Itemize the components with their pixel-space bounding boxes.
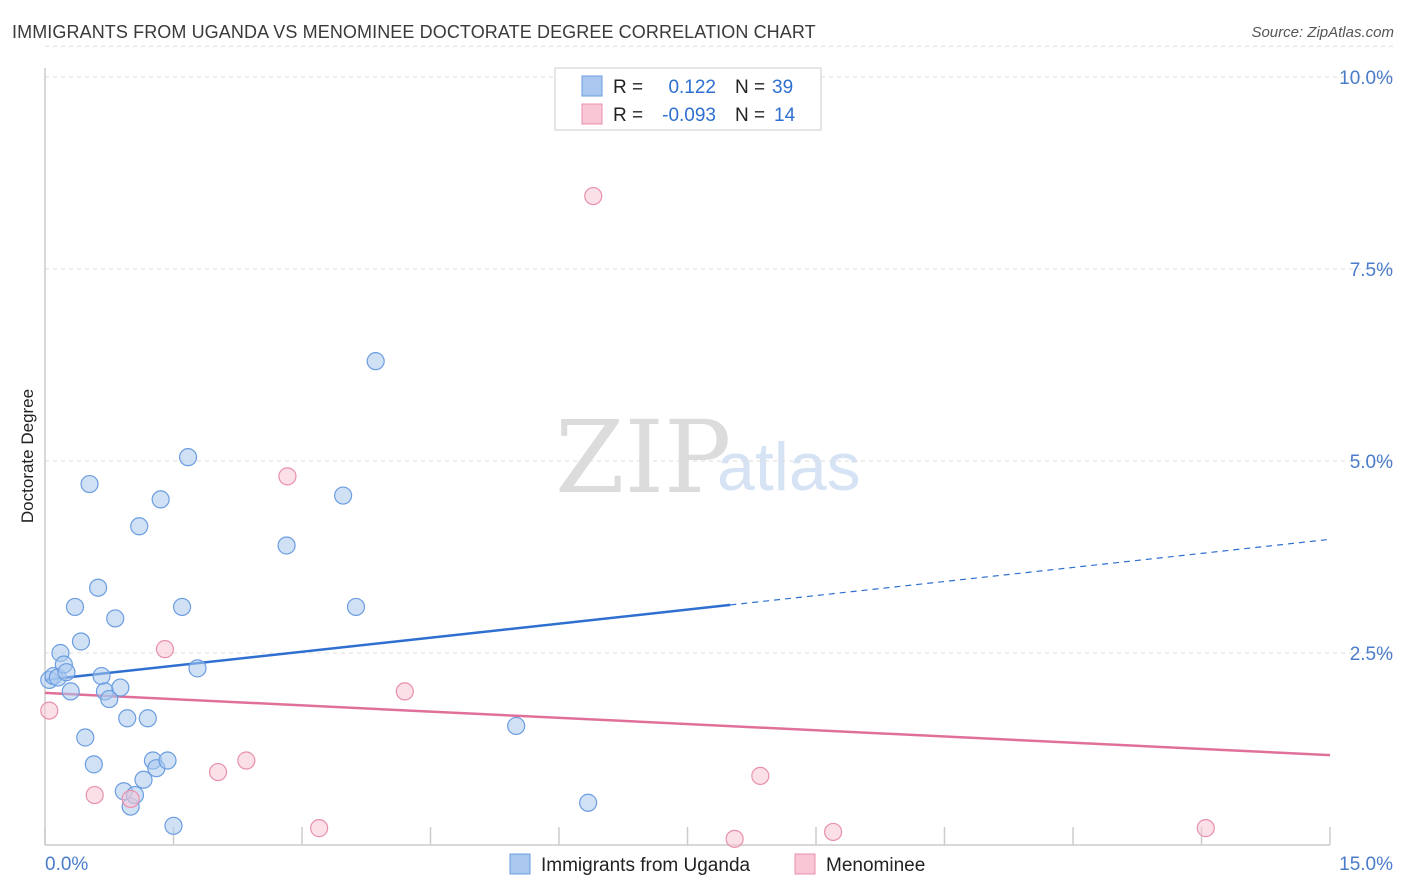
point-uganda xyxy=(164,816,183,835)
watermark-zip: ZIP xyxy=(555,399,731,516)
x-tick-label-min: 0.0% xyxy=(45,854,88,875)
legend-label-uganda: Immigrants from Uganda xyxy=(541,855,751,876)
trend-line-uganda-projection xyxy=(730,538,1331,606)
point-uganda xyxy=(61,682,80,701)
legend: Immigrants from Uganda Menominee xyxy=(509,853,925,876)
stats-swatch-blue xyxy=(581,75,603,97)
point-uganda xyxy=(118,709,137,728)
point-uganda xyxy=(76,728,95,747)
point-menominee xyxy=(751,766,770,785)
point-uganda xyxy=(334,486,353,505)
point-menominee xyxy=(824,822,843,842)
stats-n-label-1: N = xyxy=(735,77,765,98)
point-uganda xyxy=(106,609,125,628)
point-uganda xyxy=(84,755,103,774)
point-menominee xyxy=(40,701,59,720)
point-menominee xyxy=(155,640,175,659)
stats-n-value-1: 39 xyxy=(772,77,793,98)
y-tick-label: 7.5% xyxy=(1350,260,1393,281)
point-uganda xyxy=(188,659,207,678)
point-uganda xyxy=(130,517,149,536)
stats-n-label-2: N = xyxy=(735,105,765,126)
y-tick-label: 10.0% xyxy=(1339,68,1393,89)
point-uganda xyxy=(138,709,157,728)
legend-swatch-menominee xyxy=(794,853,816,875)
legend-label-menominee: Menominee xyxy=(826,855,925,876)
chart-title: IMMIGRANTS FROM UGANDA VS MENOMINEE DOCT… xyxy=(12,22,816,42)
point-uganda xyxy=(71,632,91,651)
point-uganda xyxy=(80,474,99,494)
point-menominee xyxy=(310,819,329,838)
point-menominee xyxy=(725,829,744,848)
point-menominee xyxy=(85,785,104,805)
point-uganda xyxy=(579,793,598,812)
point-uganda xyxy=(111,678,130,697)
point-menominee xyxy=(278,467,297,486)
stats-r-value-2: -0.093 xyxy=(662,105,716,126)
watermark-atlas: atlas xyxy=(717,429,861,505)
point-uganda xyxy=(57,663,76,682)
y-tick-labels: 2.5% 5.0% 7.5% 10.0% xyxy=(1339,68,1393,665)
point-menominee xyxy=(208,762,228,782)
point-uganda xyxy=(92,666,111,686)
stats-swatch-pink xyxy=(581,103,603,125)
point-uganda xyxy=(507,716,526,736)
source-label: Source: ZipAtlas.com xyxy=(1251,24,1394,41)
point-menominee xyxy=(395,682,414,701)
point-menominee xyxy=(121,789,140,809)
point-uganda xyxy=(172,597,192,617)
point-uganda xyxy=(100,689,119,709)
point-uganda xyxy=(277,536,296,555)
stats-box: R = 0.122 N = 39 R = -0.093 N = 14 xyxy=(554,67,822,131)
stats-r-label-1: R = xyxy=(613,77,643,98)
x-ticks xyxy=(44,827,1331,845)
point-uganda xyxy=(178,448,198,467)
stats-r-label-2: R = xyxy=(613,105,643,126)
point-uganda xyxy=(65,597,85,617)
point-uganda xyxy=(346,597,366,617)
point-menominee xyxy=(584,186,603,206)
point-uganda xyxy=(134,770,153,789)
point-uganda xyxy=(89,578,108,597)
point-uganda xyxy=(158,751,177,770)
trend-lines xyxy=(44,538,1331,757)
x-tick-label-max: 15.0% xyxy=(1339,854,1393,875)
point-uganda xyxy=(366,352,385,371)
point-menominee xyxy=(237,751,256,770)
gridlines xyxy=(45,45,1395,654)
trend-line-uganda xyxy=(44,603,731,682)
legend-swatch-uganda xyxy=(509,853,531,875)
trend-line-menominee xyxy=(44,691,1331,757)
y-tick-label: 2.5% xyxy=(1350,644,1393,665)
stats-n-value-2: 14 xyxy=(774,105,796,126)
data-points xyxy=(40,186,1215,848)
y-axis-label: Doctorate Degree xyxy=(18,389,37,523)
y-tick-label: 5.0% xyxy=(1350,452,1393,473)
stats-r-value-1: 0.122 xyxy=(668,77,716,98)
point-uganda xyxy=(151,490,170,509)
point-menominee xyxy=(1196,819,1215,838)
